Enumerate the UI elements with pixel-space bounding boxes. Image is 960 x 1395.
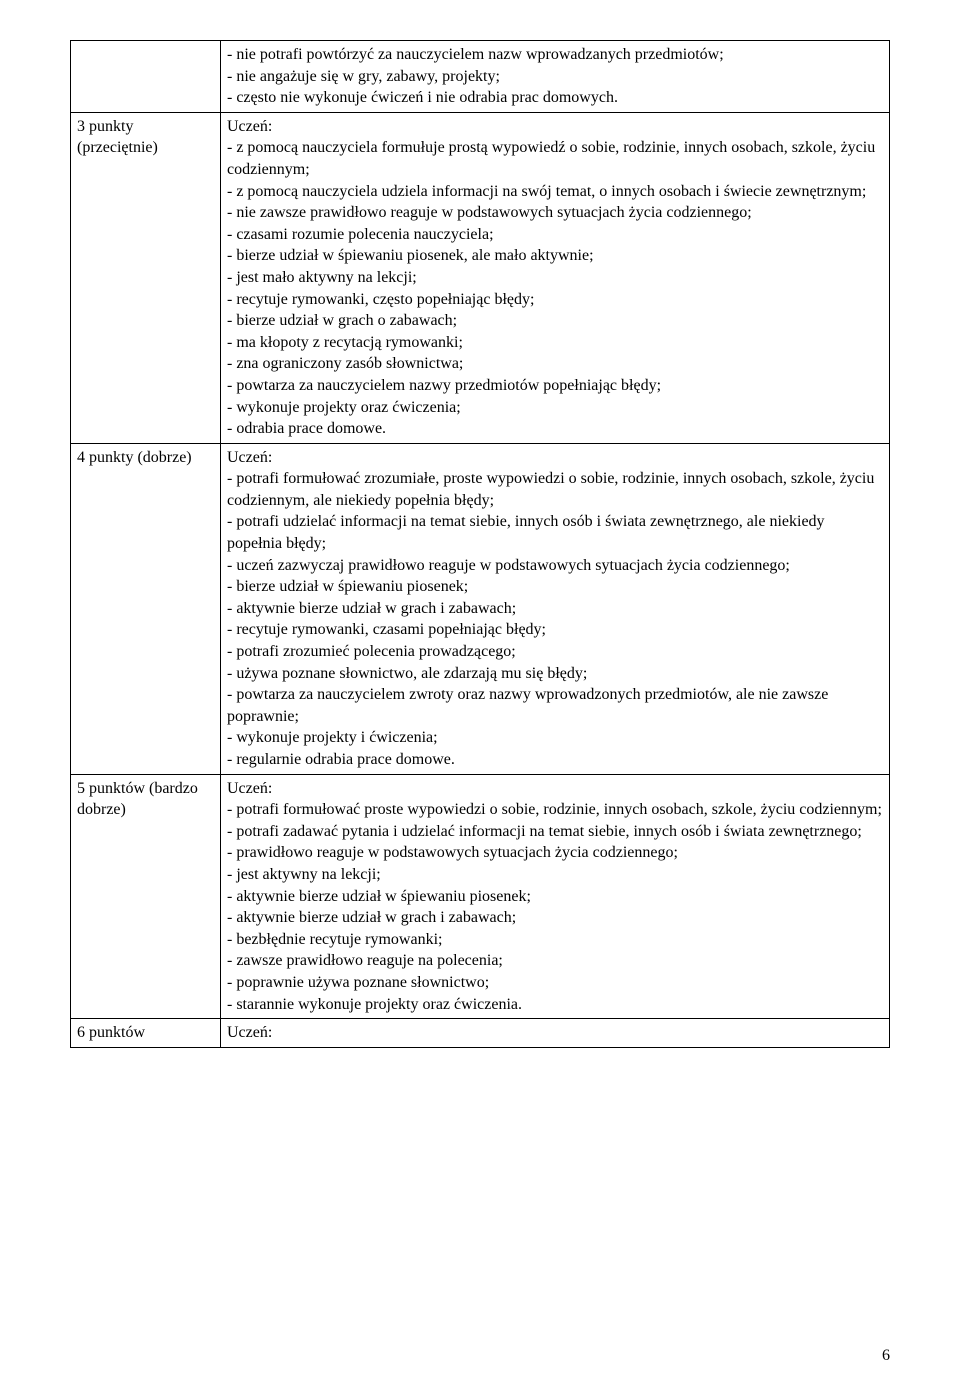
row-item: - potrafi formułować proste wypowiedzi o…: [227, 799, 883, 821]
row-item: - potrafi zadawać pytania i udzielać inf…: [227, 821, 883, 843]
row-item: - często nie wykonuje ćwiczeń i nie odra…: [227, 87, 883, 109]
row-heading: Uczeń:: [227, 447, 883, 469]
row-item: - jest mało aktywny na lekcji;: [227, 267, 883, 289]
row-heading: Uczeń:: [227, 778, 883, 800]
row-item: - używa poznane słownictwo, ale zdarzają…: [227, 663, 883, 685]
row-item: - prawidłowo reaguje w podstawowych sytu…: [227, 842, 883, 864]
row-heading: Uczeń:: [227, 116, 883, 138]
row-label-text: 4 punkty (dobrze): [77, 449, 192, 466]
row-item: - aktywnie bierze udział w grach i zabaw…: [227, 907, 883, 929]
grading-table-body: - nie potrafi powtórzyć za nauczycielem …: [71, 41, 890, 1048]
row-item: - aktywnie bierze udział w śpiewaniu pio…: [227, 886, 883, 908]
row-item: - nie potrafi powtórzyć za nauczycielem …: [227, 44, 883, 66]
row-label-text: 6 punktów: [77, 1024, 145, 1041]
row-label-text: 5 punktów (bardzo dobrze): [77, 780, 198, 819]
row-item: - bierze udział w grach o zabawach;: [227, 310, 883, 332]
row-item: - regularnie odrabia prace domowe.: [227, 749, 883, 771]
row-item: - ma kłopoty z recytacją rymowanki;: [227, 332, 883, 354]
table-row-0: - nie potrafi powtórzyć za nauczycielem …: [71, 41, 890, 113]
row-item: - poprawnie używa poznane słownictwo;: [227, 972, 883, 994]
table-row-1: 3 punkty (przeciętnie) Uczeń: - z pomocą…: [71, 112, 890, 443]
row-item: - z pomocą nauczyciela udziela informacj…: [227, 181, 883, 203]
row-item: - powtarza za nauczycielem nazwy przedmi…: [227, 375, 883, 397]
row-label-cell: 3 punkty (przeciętnie): [71, 112, 221, 443]
row-item: - starannie wykonuje projekty oraz ćwicz…: [227, 994, 883, 1016]
page-number: 6: [882, 1347, 890, 1365]
row-item: - nie zawsze prawidłowo reaguje w podsta…: [227, 202, 883, 224]
row-item: - powtarza za nauczycielem zwroty oraz n…: [227, 684, 883, 727]
row-item: - jest aktywny na lekcji;: [227, 864, 883, 886]
row-label-text: 3 punkty (przeciętnie): [77, 118, 158, 157]
row-item: - bierze udział w śpiewaniu piosenek;: [227, 576, 883, 598]
row-item: - recytuje rymowanki, często popełniając…: [227, 289, 883, 311]
row-item: - potrafi formułować zrozumiałe, proste …: [227, 468, 883, 511]
row-item: - nie angażuje się w gry, zabawy, projek…: [227, 66, 883, 88]
grading-table: - nie potrafi powtórzyć za nauczycielem …: [70, 40, 890, 1048]
row-label-cell: 6 punktów: [71, 1019, 221, 1048]
row-content-cell: Uczeń:: [221, 1019, 890, 1048]
row-item: - aktywnie bierze udział w grach i zabaw…: [227, 598, 883, 620]
row-item: - czasami rozumie polecenia nauczyciela;: [227, 224, 883, 246]
row-content-cell: Uczeń: - potrafi formułować zrozumiałe, …: [221, 443, 890, 774]
row-item: - zna ograniczony zasób słownictwa;: [227, 353, 883, 375]
row-item: - z pomocą nauczyciela formułuje prostą …: [227, 137, 883, 180]
row-content-cell: Uczeń: - z pomocą nauczyciela formułuje …: [221, 112, 890, 443]
row-item: - recytuje rymowanki, czasami popełniają…: [227, 619, 883, 641]
row-item: - wykonuje projekty oraz ćwiczenia;: [227, 397, 883, 419]
row-item: - zawsze prawidłowo reaguje na polecenia…: [227, 950, 883, 972]
row-item: - uczeń zazwyczaj prawidłowo reaguje w p…: [227, 555, 883, 577]
row-heading: Uczeń:: [227, 1022, 883, 1044]
row-item: - wykonuje projekty i ćwiczenia;: [227, 727, 883, 749]
row-label-cell: [71, 41, 221, 113]
table-row-3: 5 punktów (bardzo dobrze) Uczeń: - potra…: [71, 774, 890, 1019]
row-item: - bierze udział w śpiewaniu piosenek, al…: [227, 245, 883, 267]
table-row-4: 6 punktów Uczeń:: [71, 1019, 890, 1048]
row-item: - potrafi zrozumieć polecenia prowadzące…: [227, 641, 883, 663]
row-label-cell: 4 punkty (dobrze): [71, 443, 221, 774]
table-row-2: 4 punkty (dobrze) Uczeń: - potrafi formu…: [71, 443, 890, 774]
row-item: - bezbłędnie recytuje rymowanki;: [227, 929, 883, 951]
row-item: - odrabia prace domowe.: [227, 418, 883, 440]
row-content-cell: Uczeń: - potrafi formułować proste wypow…: [221, 774, 890, 1019]
row-content-cell: - nie potrafi powtórzyć za nauczycielem …: [221, 41, 890, 113]
row-label-cell: 5 punktów (bardzo dobrze): [71, 774, 221, 1019]
row-item: - potrafi udzielać informacji na temat s…: [227, 511, 883, 554]
